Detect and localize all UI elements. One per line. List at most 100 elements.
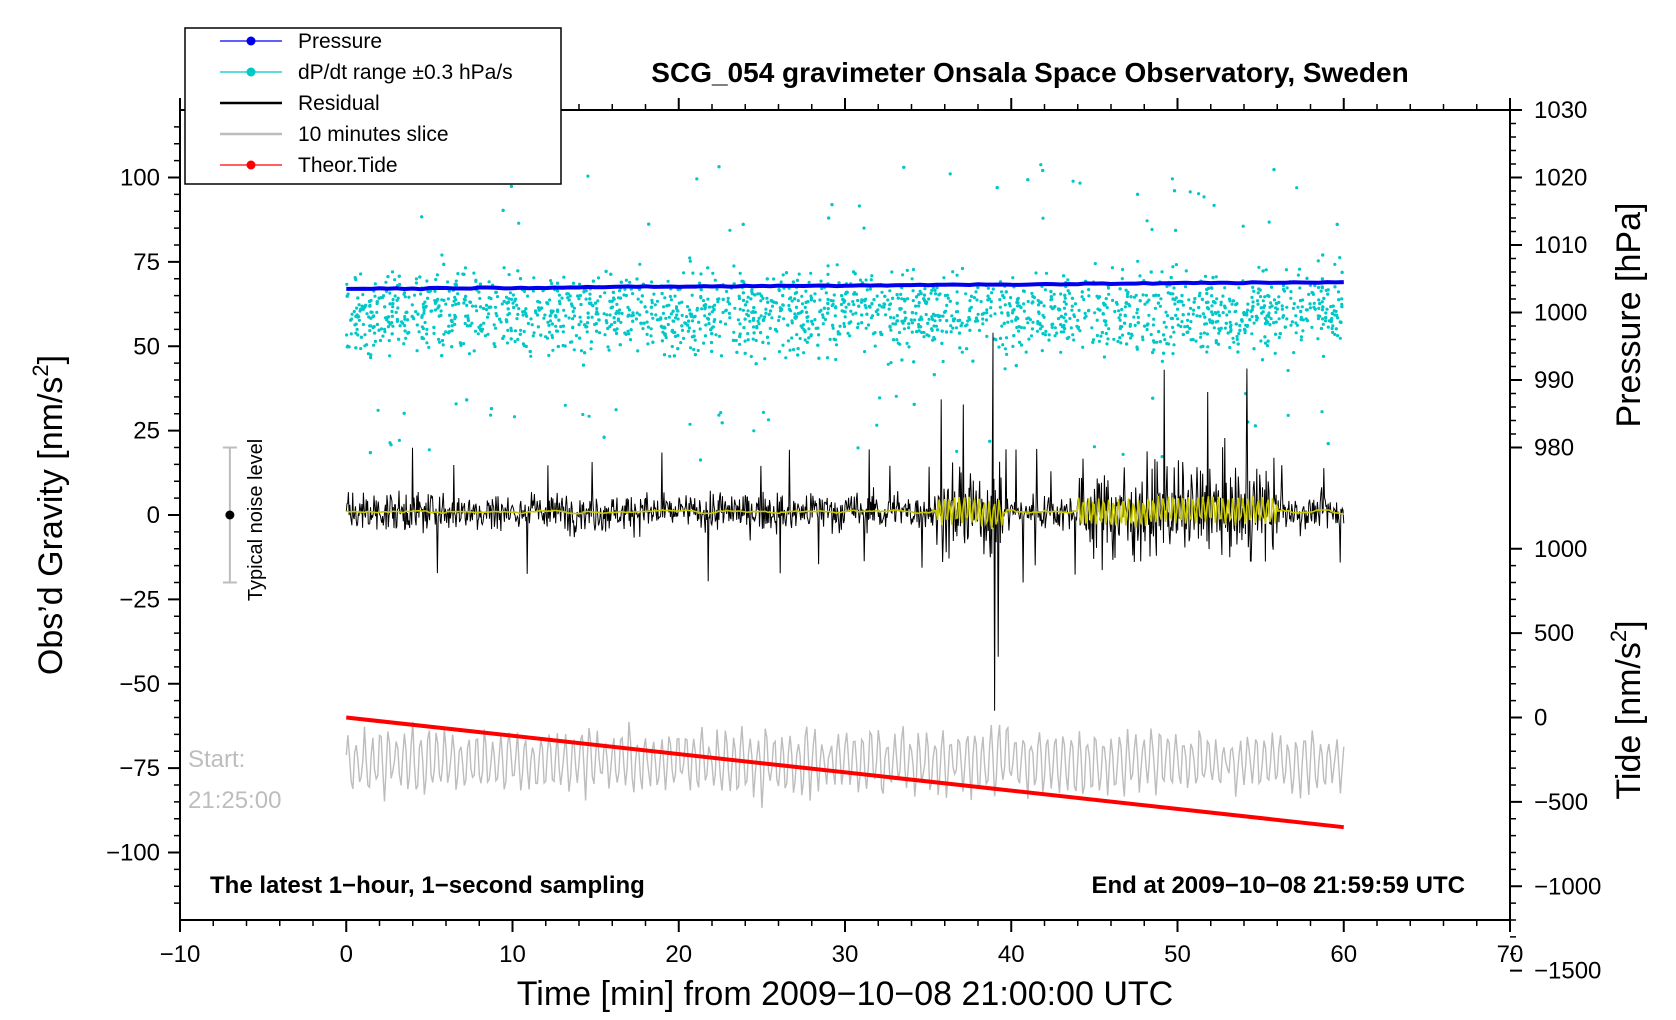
dpdt-point — [1070, 308, 1074, 312]
dpdt-point — [608, 313, 612, 317]
dpdt-point — [753, 310, 758, 314]
dpdt-point — [1267, 220, 1271, 224]
dpdt-point — [977, 328, 982, 332]
dpdt-point — [403, 315, 407, 319]
dpdt-point — [655, 299, 660, 303]
dpdt-point — [831, 302, 835, 306]
dpdt-point — [645, 332, 649, 336]
dpdt-point — [1281, 314, 1286, 318]
dpdt-point — [509, 337, 513, 341]
dpdt-point — [1245, 323, 1249, 328]
dpdt-point — [1227, 310, 1231, 314]
dpdt-point — [1001, 294, 1005, 298]
dpdt-point — [781, 303, 785, 307]
dpdt-point — [1136, 259, 1140, 263]
dpdt-point — [638, 262, 642, 266]
dpdt-point — [1253, 424, 1257, 428]
dpdt-point — [526, 321, 531, 326]
dpdt-point — [944, 309, 948, 313]
dpdt-point — [418, 275, 422, 279]
dpdt-point — [1049, 295, 1053, 299]
dpdt-point — [791, 348, 796, 352]
dpdt-point — [1136, 192, 1140, 196]
dpdt-point — [1169, 335, 1173, 339]
dpdt-point — [493, 344, 497, 349]
dpdt-point — [914, 295, 919, 299]
dpdt-point — [506, 328, 510, 332]
dpdt-point — [1240, 318, 1244, 322]
dpdt-point — [912, 402, 916, 406]
dpdt-point — [364, 303, 368, 307]
dpdt-point — [820, 286, 824, 291]
dpdt-point — [981, 322, 985, 326]
dpdt-point — [1106, 337, 1110, 341]
dpdt-point — [1165, 314, 1170, 318]
dpdt-point — [826, 311, 830, 315]
dpdt-point — [1274, 332, 1278, 336]
dpdt-point — [346, 344, 350, 348]
dpdt-point — [477, 325, 481, 329]
dpdt-point — [397, 438, 401, 442]
dpdt-point — [385, 315, 390, 319]
dpdt-point — [900, 358, 904, 362]
dpdt-point — [684, 321, 688, 326]
dpdt-point — [612, 328, 616, 332]
dpdt-point — [1174, 228, 1178, 232]
dpdt-point — [682, 336, 686, 340]
dpdt-point — [577, 323, 581, 327]
dpdt-point — [1053, 334, 1057, 338]
dpdt-point — [1120, 333, 1125, 337]
dpdt-point — [951, 326, 955, 330]
dpdt-point — [975, 319, 980, 323]
dpdt-point — [1124, 301, 1128, 305]
dpdt-point — [1255, 318, 1259, 322]
dpdt-point — [1017, 329, 1021, 333]
dpdt-point — [922, 335, 926, 339]
dpdt-point — [550, 333, 554, 337]
dpdt-point — [1155, 340, 1159, 344]
dpdt-point — [550, 322, 555, 326]
dpdt-point — [895, 319, 900, 323]
dpdt-point — [1249, 309, 1253, 313]
dpdt-point — [752, 306, 756, 310]
tide-tick-label: 1000 — [1534, 536, 1587, 563]
dpdt-point — [1038, 321, 1042, 325]
dpdt-point — [361, 322, 365, 327]
dpdt-point — [1235, 337, 1239, 341]
dpdt-point — [1184, 269, 1188, 273]
dpdt-point — [759, 314, 763, 318]
dpdt-point — [1225, 313, 1229, 317]
dpdt-point — [484, 308, 489, 312]
dpdt-point — [1026, 321, 1030, 325]
dpdt-point — [994, 338, 998, 342]
dpdt-point — [1273, 351, 1277, 355]
dpdt-point — [1123, 313, 1127, 317]
dpdt-point — [1173, 297, 1177, 302]
dpdt-point — [1087, 294, 1091, 298]
dpdt-point — [524, 307, 528, 311]
dpdt-point — [709, 328, 713, 332]
dpdt-point — [790, 299, 794, 303]
dpdt-point — [1297, 267, 1302, 271]
residual-smoothed-layer — [346, 495, 1345, 530]
dpdt-point — [420, 215, 424, 219]
dpdt-point — [930, 315, 934, 319]
dpdt-point — [1338, 336, 1342, 340]
dpdt-point — [745, 312, 749, 316]
dpdt-point — [1209, 286, 1213, 290]
dpdt-point — [712, 319, 716, 324]
dpdt-point — [1259, 295, 1263, 299]
dpdt-point — [548, 319, 553, 323]
dpdt-point — [1316, 337, 1320, 341]
dpdt-point — [671, 309, 675, 313]
dpdt-point — [478, 282, 482, 286]
dpdt-point — [1132, 315, 1136, 319]
dpdt-point — [1039, 163, 1043, 167]
dpdt-point — [849, 309, 853, 313]
dpdt-point — [1022, 289, 1026, 293]
dpdt-point — [1181, 303, 1185, 307]
dpdt-point — [462, 342, 466, 346]
dpdt-point — [860, 321, 864, 325]
dpdt-point — [1272, 168, 1276, 172]
dpdt-point — [423, 305, 427, 309]
